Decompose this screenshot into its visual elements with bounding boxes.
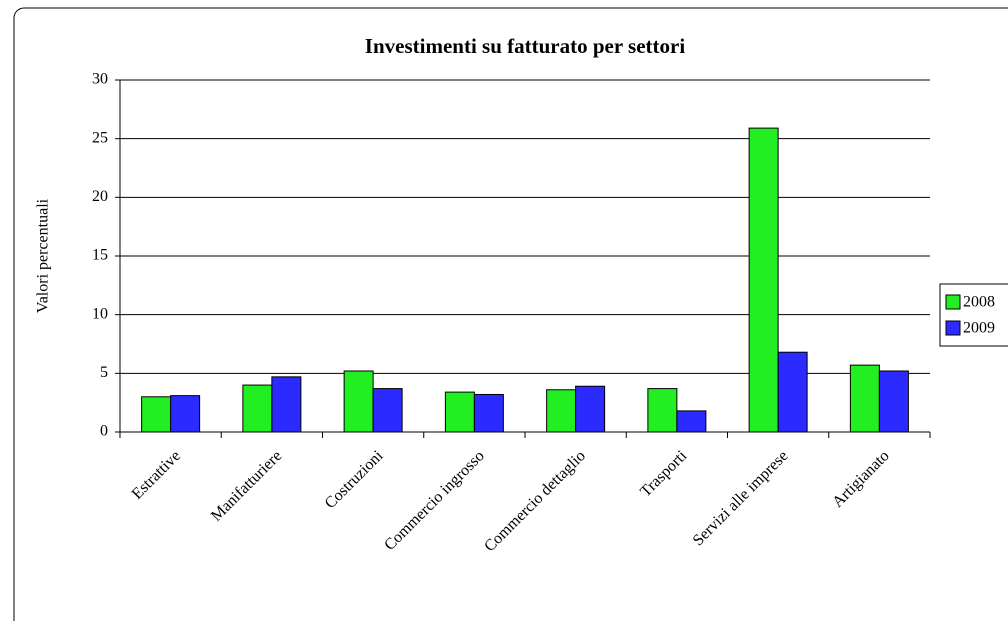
bar bbox=[777, 351, 808, 433]
bar bbox=[343, 370, 374, 433]
bar bbox=[647, 388, 678, 433]
bar bbox=[473, 393, 504, 433]
y-tick-label: 20 bbox=[92, 188, 108, 205]
bar bbox=[242, 384, 273, 433]
y-tick-label: 5 bbox=[100, 364, 108, 381]
y-axis-label: Valori percentuali bbox=[35, 198, 52, 313]
bar bbox=[271, 376, 302, 433]
y-tick-label: 30 bbox=[92, 71, 108, 88]
legend-swatch bbox=[945, 320, 961, 336]
bar bbox=[878, 370, 909, 433]
bar bbox=[748, 127, 779, 433]
legend-label: 2009 bbox=[963, 320, 995, 337]
legend: 2008 2009 bbox=[939, 283, 1008, 347]
bar bbox=[849, 364, 880, 433]
y-tick-label: 10 bbox=[92, 305, 108, 322]
bar bbox=[141, 396, 172, 433]
bar bbox=[372, 388, 403, 433]
legend-label: 2008 bbox=[963, 294, 995, 311]
chart-title: Investimenti su fatturato per settori bbox=[365, 34, 686, 58]
y-tick-label: 15 bbox=[92, 247, 108, 264]
bar bbox=[546, 389, 577, 433]
bar bbox=[575, 385, 606, 433]
y-tick-label: 25 bbox=[92, 129, 108, 146]
bar bbox=[170, 395, 201, 433]
legend-box bbox=[939, 283, 1008, 347]
legend-swatch bbox=[945, 294, 961, 310]
bar bbox=[444, 391, 475, 433]
bar bbox=[676, 410, 707, 433]
y-tick-label: 0 bbox=[100, 423, 108, 440]
